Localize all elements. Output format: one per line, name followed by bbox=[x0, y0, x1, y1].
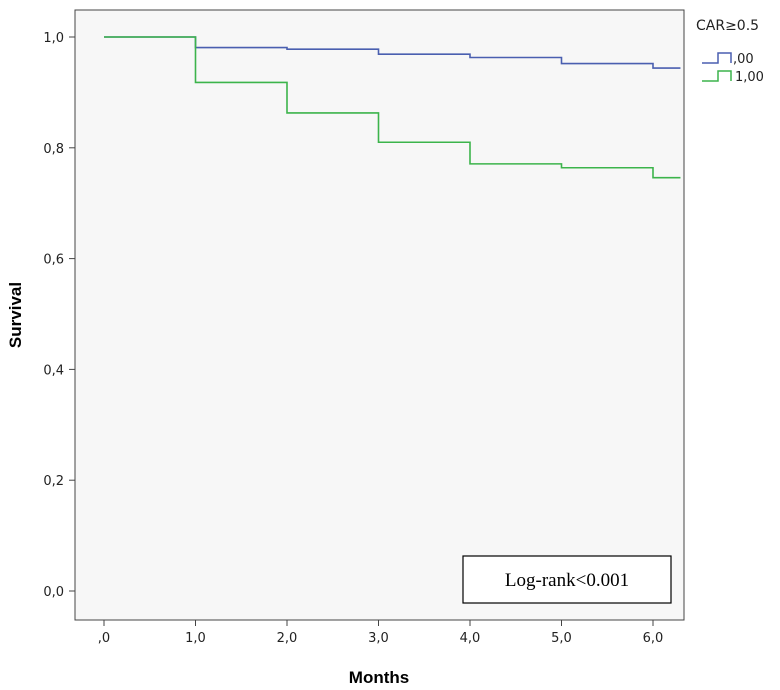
y-tick-label: 0,8 bbox=[43, 142, 64, 157]
y-tick-label: 0,2 bbox=[43, 474, 64, 489]
annotation-box bbox=[462, 555, 672, 604]
x-tick-label: 1,0 bbox=[185, 631, 206, 646]
x-tick-label: 4,0 bbox=[460, 631, 481, 646]
y-tick-label: 1,0 bbox=[43, 31, 64, 46]
legend: CAR≥0.5 ,00 1,00 bbox=[696, 18, 764, 85]
legend-label-100: 1,00 bbox=[735, 70, 764, 85]
x-tick-label: 2,0 bbox=[277, 631, 298, 646]
survival-curve-00 bbox=[104, 36, 681, 69]
x-tick-label: 6,0 bbox=[643, 631, 664, 646]
plot-area bbox=[74, 9, 685, 621]
legend-swatch-00 bbox=[702, 52, 732, 64]
log-rank-annotation: Log-rank<0.001 bbox=[462, 555, 672, 604]
x-axis-title: Months bbox=[349, 668, 409, 687]
legend-swatch-100 bbox=[702, 70, 732, 82]
legend-label-00: ,00 bbox=[733, 52, 754, 67]
y-tick-label: 0,6 bbox=[43, 253, 64, 268]
x-tick-label: 3,0 bbox=[368, 631, 389, 646]
survival-curve-100 bbox=[104, 36, 681, 179]
y-tick-label: 0,0 bbox=[43, 585, 64, 600]
x-axis-ticks: ,0 1,0 2,0 3,0 4,0 5,0 6,0 bbox=[98, 620, 664, 646]
annotation-text: Log-rank<0.001 bbox=[505, 570, 629, 591]
legend-title: CAR≥0.5 bbox=[696, 18, 759, 34]
y-axis-title: Survival bbox=[6, 282, 25, 348]
x-tick-label: 5,0 bbox=[551, 631, 572, 646]
series-layer bbox=[104, 36, 681, 179]
x-tick-label: ,0 bbox=[98, 631, 110, 646]
y-tick-label: 0,4 bbox=[43, 363, 64, 378]
y-axis-ticks: 0,0 0,2 0,4 0,6 0,8 1,0 bbox=[43, 31, 75, 600]
